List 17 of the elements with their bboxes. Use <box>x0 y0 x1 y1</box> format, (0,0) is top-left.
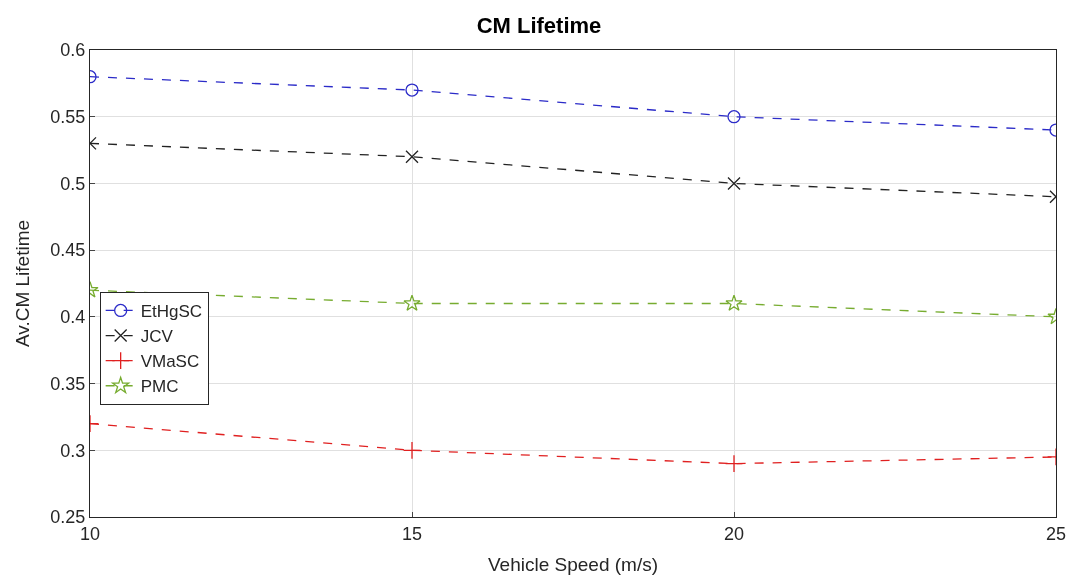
legend-label: PMC <box>140 377 179 397</box>
legend-label: JCV <box>140 327 174 347</box>
y-tick-label: 0.35 <box>50 373 86 394</box>
chart-title: CM Lifetime <box>476 13 602 39</box>
x-tick-label: 20 <box>723 523 745 544</box>
y-tick-label: 0.5 <box>60 173 86 194</box>
y-axis-title: Av.CM Lifetime <box>12 219 34 348</box>
legend-label: VMaSC <box>140 352 200 372</box>
y-tick-label: 0.6 <box>60 40 86 61</box>
y-tick-label: 0.3 <box>60 440 86 461</box>
legend-label: EtHgSC <box>140 302 203 322</box>
x-tick-label: 25 <box>1045 523 1067 544</box>
y-tick-label: 0.4 <box>60 307 86 328</box>
y-tick-label: 0.55 <box>50 107 86 128</box>
x-axis-title: Vehicle Speed (m/s) <box>487 554 659 576</box>
y-tick-label: 0.45 <box>50 240 86 261</box>
x-tick-label: 15 <box>401 523 423 544</box>
